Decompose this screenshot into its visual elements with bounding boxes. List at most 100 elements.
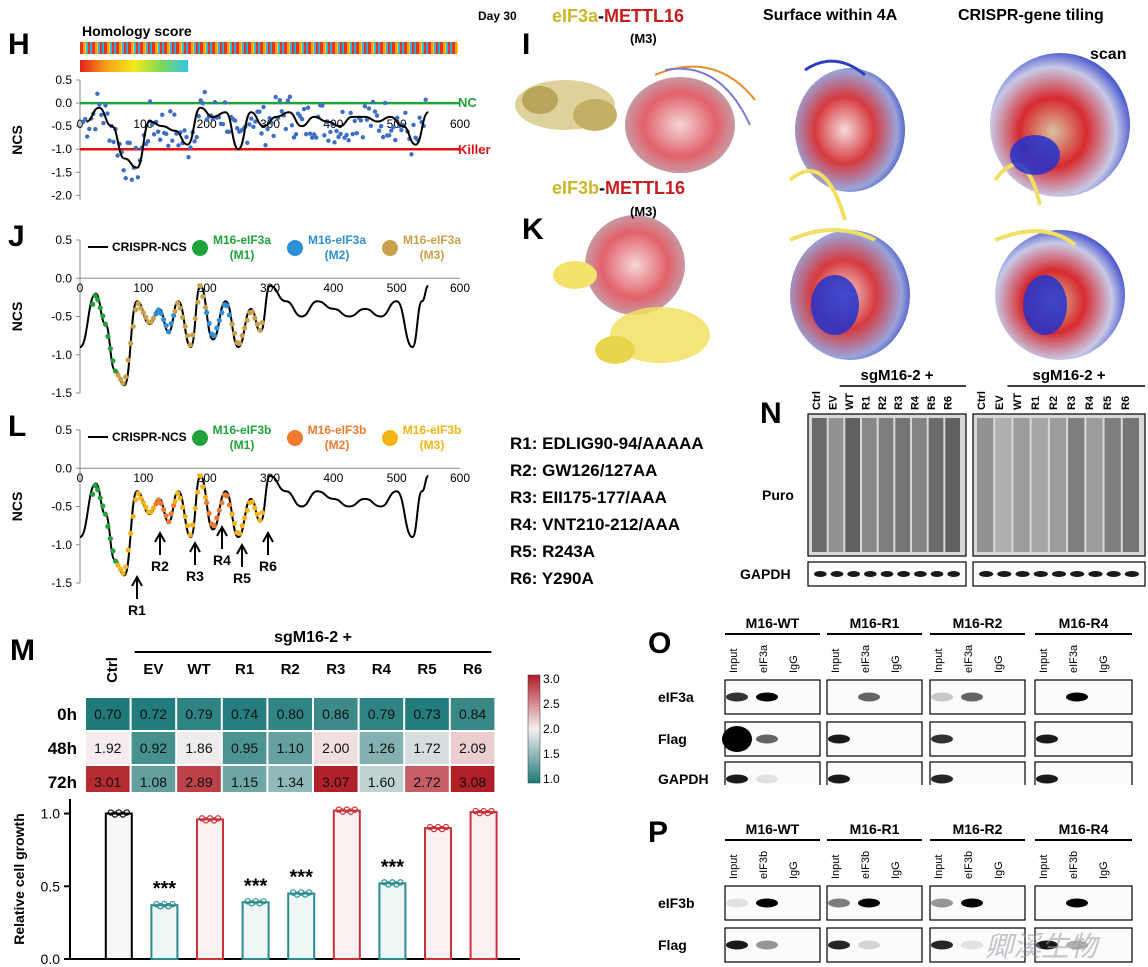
region-dot — [133, 497, 139, 503]
heatmap-cell-value: 3.01 — [94, 774, 121, 790]
ip-group-label: M16-WT — [746, 821, 800, 837]
colorbar-tick-label: 1.0 — [543, 772, 560, 786]
ip-band — [1066, 692, 1088, 702]
score-dot — [194, 134, 199, 140]
heatmap-cell-value: 0.95 — [231, 740, 258, 756]
legend-swatch — [287, 430, 303, 446]
region-dot — [187, 532, 193, 538]
legend-sublabel: (M2) — [325, 438, 350, 452]
region-dot — [117, 566, 124, 572]
region-dot — [197, 473, 203, 479]
heatmap-cell-value: 0.74 — [231, 706, 258, 722]
y-tick-label: 0.0 — [55, 96, 72, 110]
puro-lane-smear — [1068, 418, 1085, 552]
ip-group-label: M16-R4 — [1059, 821, 1109, 837]
legend-label: M16-eIF3b — [403, 423, 462, 437]
x-tick-label: 300 — [260, 471, 280, 485]
x-tick-label: 400 — [323, 471, 343, 485]
region-dot — [242, 325, 248, 331]
gapdh-band — [1051, 571, 1067, 577]
arrow-head — [236, 542, 248, 555]
score-dot — [261, 104, 266, 110]
gapdh-band — [897, 571, 910, 577]
heatmap-cell-value: 1.08 — [140, 774, 167, 790]
ip-row-label: GAPDH — [658, 771, 709, 785]
ip-lane-label: Input — [728, 649, 740, 673]
heatmap-cell — [86, 698, 130, 730]
region-dot — [224, 493, 230, 499]
heatmap-cell-value: 1.34 — [277, 774, 304, 790]
score-dot — [133, 145, 139, 151]
bar — [287, 892, 316, 960]
score-dot — [172, 112, 177, 117]
panel-k-subtitle: (M3) — [630, 204, 657, 219]
region-dot — [148, 509, 154, 515]
score-dot — [147, 99, 153, 104]
lane-label: R6 — [1120, 396, 1132, 410]
score-dot — [411, 122, 416, 128]
x-tick-label: 500 — [387, 281, 407, 295]
bar — [150, 904, 179, 960]
title-dash: - — [598, 6, 605, 26]
y-tick-label: -1.0 — [51, 142, 72, 156]
region-dot — [140, 500, 146, 506]
score-dot — [170, 138, 175, 143]
lane-label: Ctrl — [976, 391, 988, 410]
region-dot — [110, 548, 116, 554]
score-dot — [399, 127, 404, 133]
score-dot — [105, 111, 110, 116]
score-dot — [334, 128, 339, 134]
region-dot — [95, 487, 101, 493]
replicate-dot — [169, 900, 176, 908]
heatmap-cell — [131, 698, 176, 730]
legend-label: M16-eIF3b — [308, 423, 367, 437]
region-dot — [120, 380, 126, 386]
panel-j: J 0.5 0.0 -0.5 -1.0 -1.5 0 100 200 300 400 500 600 N… — [0, 215, 500, 400]
y-tick-label: -0.5 — [51, 310, 72, 324]
legend-label: M16-eIF3b — [213, 423, 272, 437]
gapdh-band — [979, 571, 994, 577]
score-dot — [157, 137, 163, 142]
ip-lane-label: IgG — [1098, 655, 1110, 673]
replicate-dot — [214, 815, 222, 822]
score-dot — [287, 94, 293, 100]
bar-chart-m: 1.0 0.5 0.0 Relative cell growth *** *** *** **… — [11, 799, 520, 967]
score-dot — [200, 101, 205, 106]
puro-lane-smear — [878, 418, 894, 552]
puro-lane-smear — [977, 418, 994, 552]
heatmap-cell-value: 1.60 — [368, 774, 395, 790]
region-dot — [200, 484, 206, 490]
ip-group-label: M16-R1 — [850, 821, 900, 837]
region-dot — [97, 495, 103, 501]
panel-i-title: eIF3a-METTL16 — [552, 6, 684, 27]
score-dot — [145, 139, 151, 144]
score-dot — [95, 91, 100, 96]
gapdh-band — [997, 571, 1012, 577]
region-dot — [130, 513, 136, 520]
gapdh-band — [1106, 571, 1121, 577]
ip-lane-label: Input — [933, 855, 945, 879]
y-tick-label: 0.5 — [55, 73, 72, 87]
region-dot — [249, 499, 255, 505]
score-dot — [299, 117, 305, 122]
ncs-curve — [79, 284, 429, 387]
ip-band — [961, 692, 983, 702]
heatmap-cell — [450, 766, 495, 792]
region-dot — [171, 502, 177, 509]
y-tick-label: -1.5 — [51, 165, 72, 179]
score-dot — [271, 133, 276, 139]
heatmap-cell — [359, 698, 404, 730]
heatmap-cell — [359, 732, 404, 764]
region-dot — [219, 310, 225, 316]
legend-label: M16-eIF3a — [308, 233, 366, 247]
ip-band — [931, 774, 953, 784]
gapdh-band — [914, 571, 927, 577]
heatmap-cell-value: 1.86 — [185, 740, 212, 756]
region-dot — [171, 312, 177, 319]
region-dot — [197, 283, 203, 289]
region-dot — [237, 530, 243, 536]
mettl16-name-k: METTL16 — [605, 178, 686, 198]
ip-band — [858, 692, 880, 702]
homology-score-bar — [80, 42, 458, 54]
heatmap-column-label: R6 — [463, 661, 482, 678]
